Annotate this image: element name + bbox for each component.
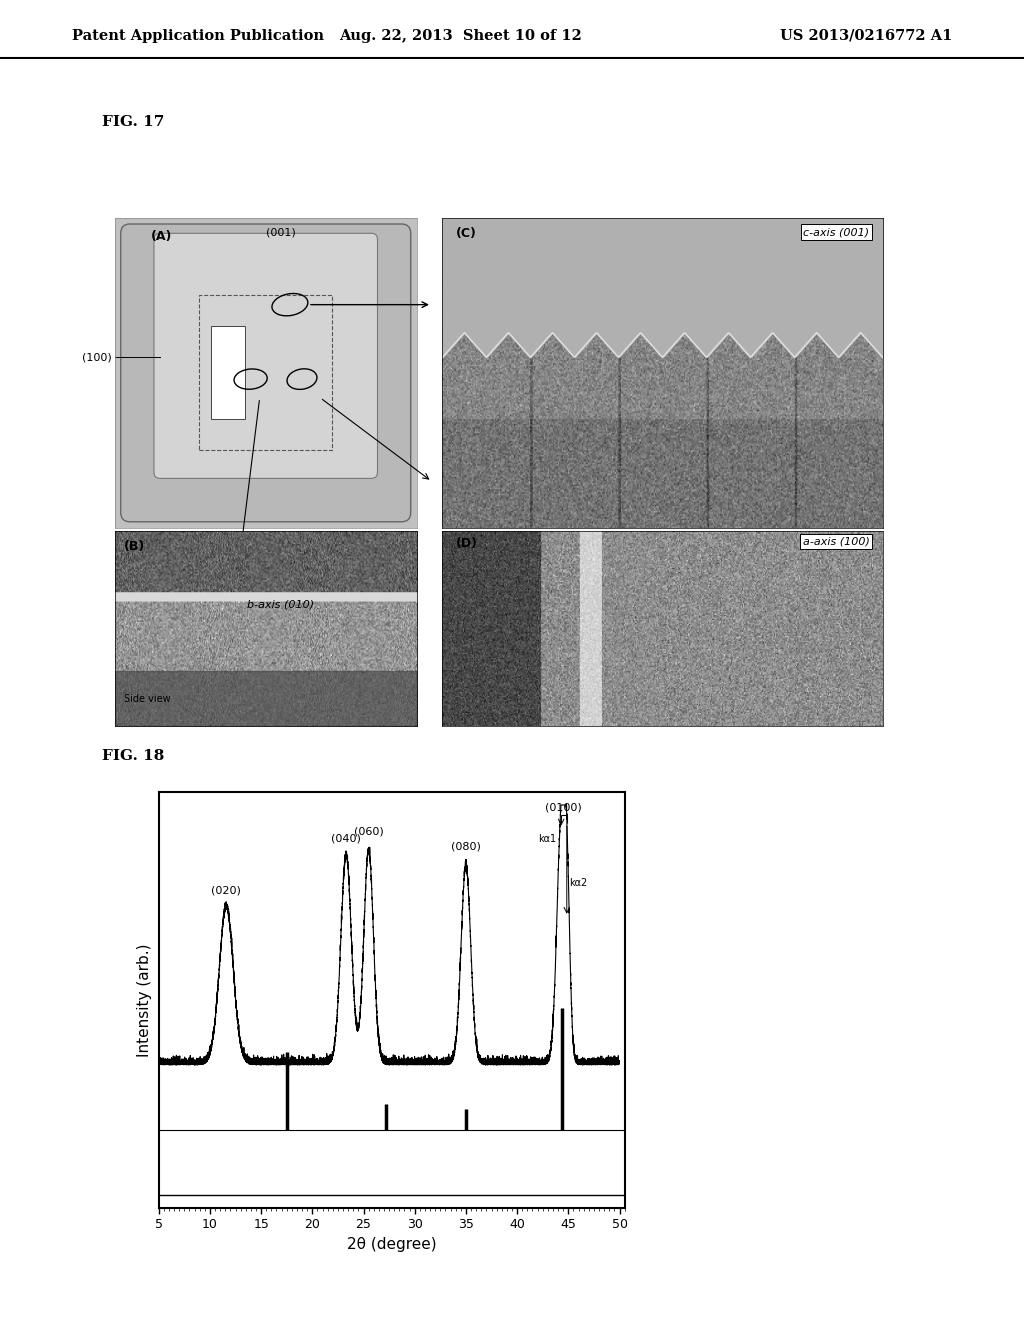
Text: (040): (040) — [331, 834, 361, 843]
Text: FIG. 17: FIG. 17 — [102, 115, 165, 129]
Text: kα2: kα2 — [569, 878, 588, 888]
Text: (A): (A) — [151, 230, 172, 243]
Bar — [200, 296, 332, 450]
Text: (0100): (0100) — [545, 803, 582, 813]
FancyBboxPatch shape — [121, 224, 411, 521]
Text: b-axis (010): b-axis (010) — [247, 599, 314, 610]
Bar — [211, 326, 245, 420]
Text: (060): (060) — [353, 826, 384, 836]
Text: (100): (100) — [82, 352, 112, 363]
Text: FIG. 18: FIG. 18 — [102, 748, 165, 763]
Text: (C): (C) — [456, 227, 476, 240]
Text: (B): (B) — [124, 540, 145, 553]
Text: (D): (D) — [456, 536, 477, 549]
Y-axis label: Intensity (arb.): Intensity (arb.) — [137, 944, 152, 1056]
Text: a-axis (100): a-axis (100) — [803, 536, 869, 546]
Text: Side view: Side view — [124, 693, 170, 704]
Text: Patent Application Publication: Patent Application Publication — [72, 29, 324, 42]
Text: US 2013/0216772 A1: US 2013/0216772 A1 — [780, 29, 952, 42]
Text: (080): (080) — [451, 842, 481, 851]
Text: (020): (020) — [211, 886, 242, 896]
Text: Aug. 22, 2013  Sheet 10 of 12: Aug. 22, 2013 Sheet 10 of 12 — [339, 29, 583, 42]
Text: (001): (001) — [266, 227, 296, 238]
X-axis label: 2θ (degree): 2θ (degree) — [347, 1237, 436, 1251]
Text: c-axis (001): c-axis (001) — [804, 227, 869, 238]
Text: kα1: kα1 — [538, 834, 556, 843]
FancyBboxPatch shape — [154, 234, 378, 478]
